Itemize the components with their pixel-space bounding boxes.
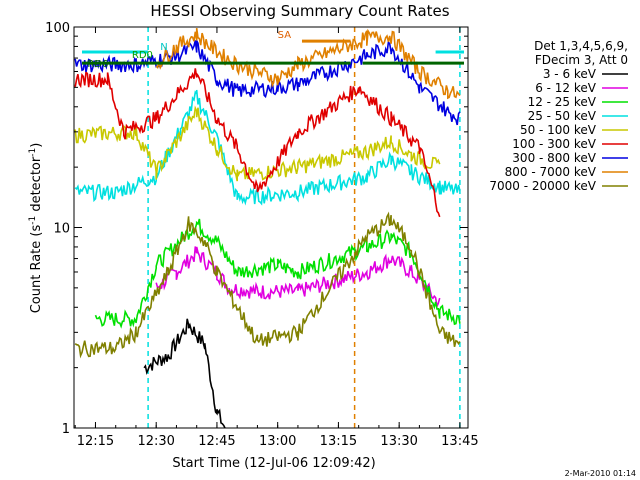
y-tick-label: 1 [62,422,70,437]
legend-entry-label: 6 - 12 keV [535,81,597,95]
legend-entry-label: 100 - 300 keV [512,137,596,151]
series-line [74,40,461,126]
legend-entry-label: 800 - 7000 keV [505,165,597,179]
annotations: RD0 RD6 N SA [82,30,464,70]
footer-date: 2-Mar-2010 01:14 [565,469,636,478]
y-axis-label: Count Rate (s-1 detector-1) [28,143,44,314]
legend-entry-label: 300 - 800 keV [512,151,596,165]
legend-header-line-2: FDecim 3, Att 0 [535,53,628,67]
annotation-label: RD6 [87,59,108,70]
x-tick-label: 13:30 [380,434,417,449]
y-tick-label: 100 [45,21,70,36]
legend-entry-label: 25 - 50 keV [528,109,597,123]
x-tick-label: 13:00 [259,434,296,449]
series-line [94,218,461,329]
legend-entry-label: 7000 - 20000 keV [489,179,596,193]
x-tick-label: 13:45 [441,434,478,449]
x-tick-label: 12:45 [198,434,235,449]
annotation-label: SA [278,30,292,41]
x-tick-label: 12:15 [77,434,114,449]
legend-entry-label: 12 - 25 keV [528,95,597,109]
y-axis-ticks: 1 10 100 [45,21,468,437]
series-line [74,89,461,206]
x-tick-label: 13:15 [320,434,357,449]
series-line [155,246,441,309]
x-tick-label: 12:30 [137,434,174,449]
annotation-label: N [160,42,167,53]
series-line [74,68,441,218]
vertical-markers [147,27,461,428]
series-line [74,105,441,182]
legend: Det 1,3,4,5,6,9, FDecim 3, Att 0 3 - 6 k… [489,39,628,193]
legend-entry-label: 50 - 100 keV [520,123,597,137]
chart-title: HESSI Observing Summary Count Rates [150,2,449,20]
series-line [74,211,461,359]
x-axis-ticks: 12:15 12:30 12:45 13:00 13:15 13:30 13:45 [74,27,479,449]
series-line [143,318,226,429]
series-line [155,27,461,100]
y-tick-label: 10 [53,222,70,237]
series-lines [74,27,461,429]
legend-entry-label: 3 - 6 keV [543,67,597,81]
annotation-label: RD0 [132,50,153,61]
x-axis-label: Start Time (12-Jul-06 12:09:42) [172,456,375,471]
legend-header-line-1: Det 1,3,4,5,6,9, [534,39,628,53]
